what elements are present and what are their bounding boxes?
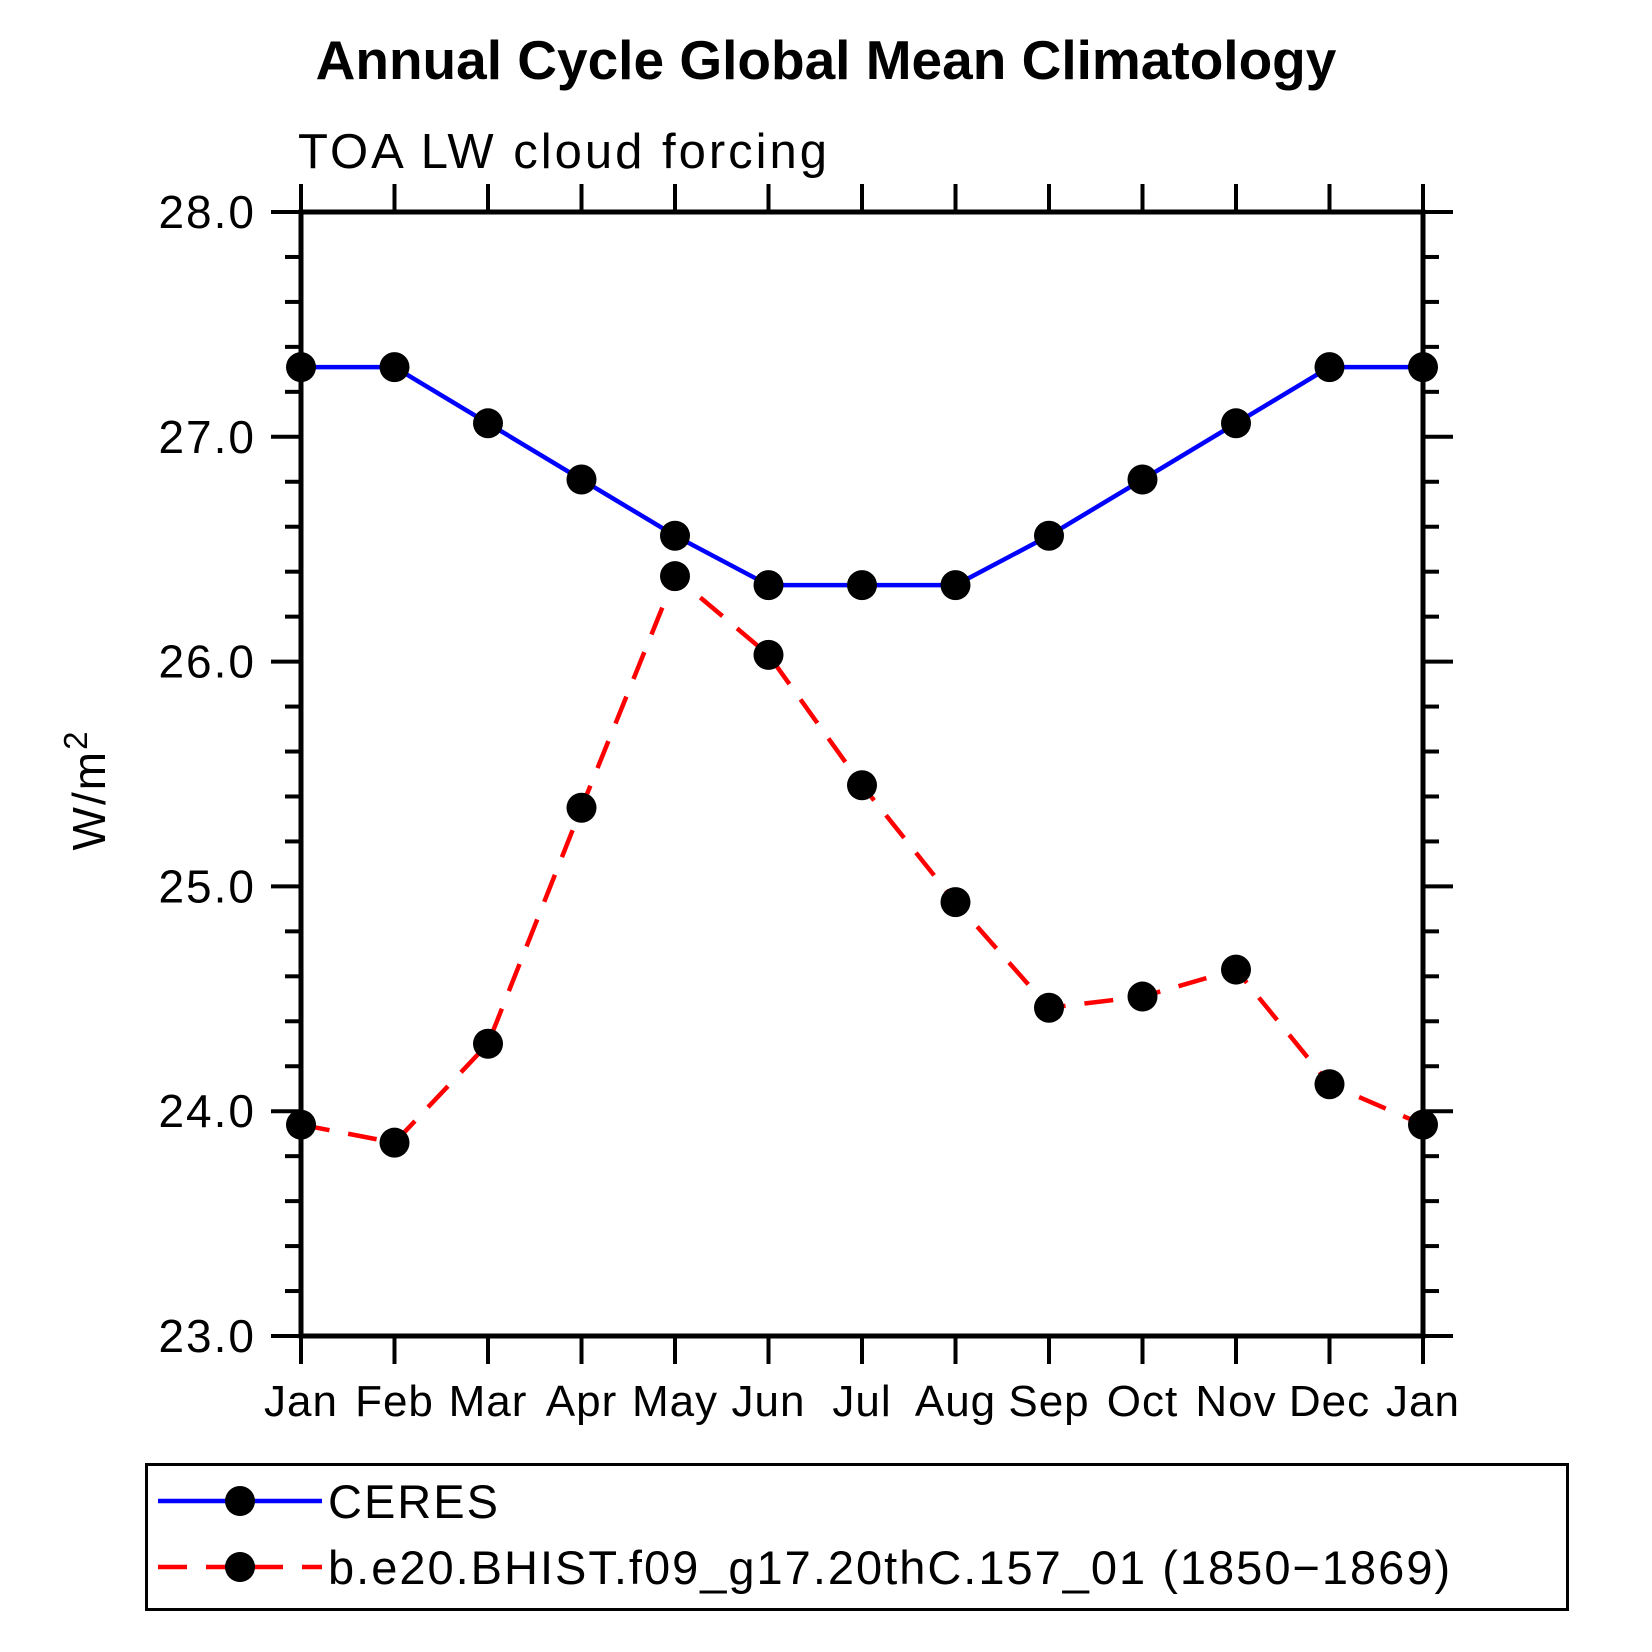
- data-point-marker: [1221, 408, 1251, 439]
- chart-subtitle: TOA LW cloud forcing: [298, 125, 831, 179]
- data-point-marker: [473, 408, 503, 439]
- legend-sample-marker: [225, 1486, 255, 1516]
- y-axis-title-superscript: 2: [57, 730, 94, 750]
- data-point-marker: [660, 520, 690, 551]
- legend-sample-marker: [225, 1552, 255, 1582]
- data-point-marker: [379, 352, 410, 383]
- data-point-marker: [286, 352, 316, 383]
- data-point-marker: [753, 570, 784, 601]
- data-point-marker: [566, 464, 597, 495]
- x-tick-label: Sep: [1008, 1377, 1089, 1426]
- x-tick-label: Jul: [832, 1377, 891, 1426]
- data-point-marker: [1127, 981, 1158, 1012]
- legend-line-sample-model: [158, 1552, 322, 1582]
- x-tick-label: Feb: [355, 1377, 434, 1426]
- series-line-model: [300, 572, 1424, 1146]
- data-point-marker: [286, 1109, 316, 1140]
- legend-box: CERES b.e20.BHIST.f09_g17.20thC.157_01 (…: [145, 1463, 1569, 1611]
- x-tick-label: Apr: [546, 1377, 617, 1426]
- legend-label-ceres: CERES: [328, 1474, 500, 1528]
- data-point-marker: [1221, 954, 1251, 985]
- data-point-marker: [379, 1127, 410, 1158]
- data-point-marker: [1314, 1069, 1345, 1100]
- data-point-marker: [847, 570, 877, 601]
- data-point-marker: [660, 561, 690, 592]
- x-tick-label: Jan: [1386, 1377, 1460, 1426]
- data-point-marker: [940, 570, 971, 601]
- data-point-marker: [1408, 352, 1438, 383]
- x-tick-label: Jun: [732, 1377, 806, 1426]
- y-tick-label: 25.0: [158, 860, 256, 912]
- x-tick-label: Mar: [449, 1377, 528, 1426]
- legend-line-sample-ceres: [158, 1486, 322, 1516]
- data-point-marker: [1408, 1109, 1438, 1140]
- data-point-marker: [1034, 992, 1064, 1023]
- x-tick-label: Aug: [915, 1377, 996, 1426]
- x-tick-label: Nov: [1195, 1377, 1276, 1426]
- data-point-marker: [1127, 464, 1158, 495]
- x-tick-label: May: [632, 1377, 718, 1426]
- legend-item-ceres: CERES: [154, 1470, 500, 1532]
- data-point-marker: [847, 770, 877, 801]
- y-tick-label: 28.0: [158, 186, 256, 238]
- x-tick-label: Oct: [1107, 1377, 1178, 1426]
- x-tick-label: Jan: [264, 1377, 338, 1426]
- chart-title: Annual Cycle Global Mean Climatology: [315, 29, 1337, 91]
- y-tick-label: 23.0: [158, 1310, 256, 1362]
- data-point-marker: [1314, 352, 1345, 383]
- data-point-marker: [940, 887, 971, 918]
- y-tick-label: 27.0: [158, 411, 256, 463]
- legend-label-model: b.e20.BHIST.f09_g17.20thC.157_01 (1850−1…: [328, 1540, 1453, 1594]
- series-line-ceres: [301, 364, 1423, 588]
- x-tick-label: Dec: [1289, 1377, 1370, 1426]
- data-point-marker: [753, 639, 784, 670]
- y-tick-label: 26.0: [158, 636, 256, 688]
- y-tick-label: 24.0: [158, 1085, 256, 1137]
- data-point-marker: [566, 792, 597, 823]
- data-point-marker: [1034, 520, 1064, 551]
- data-point-marker: [473, 1028, 503, 1059]
- y-axis-title: W/m2: [57, 730, 115, 851]
- legend-item-model: b.e20.BHIST.f09_g17.20thC.157_01 (1850−1…: [154, 1536, 1452, 1598]
